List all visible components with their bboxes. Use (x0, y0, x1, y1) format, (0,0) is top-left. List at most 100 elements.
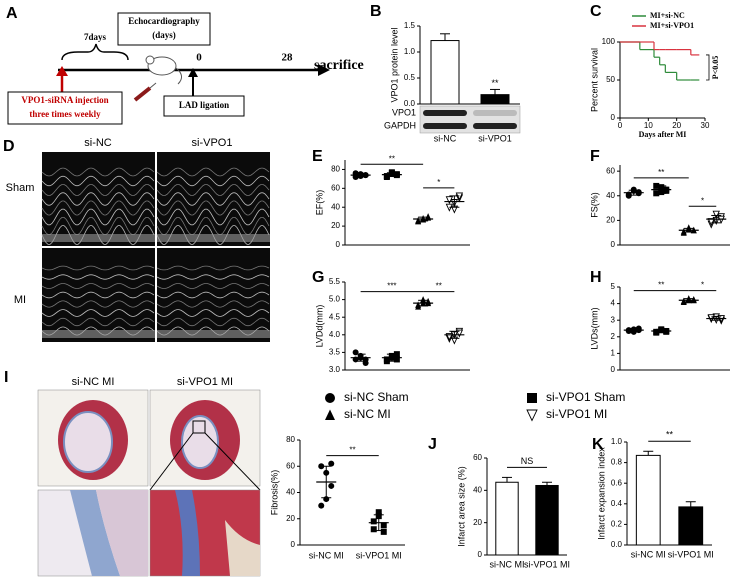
panel-label: H (590, 269, 602, 286)
significance: ** (658, 168, 664, 177)
bar (535, 484, 559, 556)
echo-trace (156, 208, 270, 226)
injection-box (7, 91, 123, 125)
y-tick-label: 0.8 (611, 458, 623, 467)
echo-trace (156, 265, 270, 271)
echo-trace (41, 300, 155, 308)
significance: ** (658, 281, 664, 290)
y-tick-label: 5.5 (329, 277, 341, 286)
heart-lumen (181, 415, 219, 469)
panel-label: E (312, 148, 323, 165)
significance: *** (387, 282, 396, 291)
y-tick-label: 1.0 (611, 437, 623, 446)
echo-trace (156, 184, 270, 196)
dot (420, 296, 427, 303)
panel-label: K (592, 436, 604, 453)
y-tick-label: 60 (606, 166, 615, 175)
brace (61, 43, 129, 61)
dot (370, 526, 377, 533)
significance: * (701, 196, 704, 205)
echo-trace (156, 175, 270, 187)
dot (370, 518, 377, 525)
echo-row-label: Sham (6, 182, 35, 194)
panel-label: D (3, 138, 15, 155)
y-tick-label: 3.5 (329, 348, 341, 357)
y-tick-label: 60 (286, 461, 295, 470)
significance: NS (521, 456, 534, 466)
y-tick-label: 0.0 (404, 99, 416, 108)
dot (630, 186, 637, 193)
panel-label: F (590, 148, 600, 165)
histology-column-label: si-VPO1 MI (177, 376, 233, 388)
echo-trace (156, 317, 270, 327)
echo-trace (41, 192, 155, 206)
heart-lumen (63, 411, 113, 473)
echo-trace (41, 274, 155, 280)
y-tick-label: 0 (611, 240, 616, 249)
needle (149, 82, 157, 89)
echo-trace (41, 184, 155, 196)
echo-trace (156, 309, 270, 317)
y-tick-label: 0 (611, 113, 616, 122)
echo-image (42, 152, 155, 246)
blot-band (473, 110, 517, 116)
echo-trace (156, 274, 270, 280)
y-tick-label: 0.0 (611, 540, 623, 549)
dot (625, 192, 632, 199)
echo-box-label: Echocardiography (128, 16, 200, 26)
y-tick-label: 20 (606, 215, 615, 224)
x-tick-label: si-NC MI (490, 559, 525, 569)
significance: ** (349, 446, 355, 455)
x-axis-label: Days after MI (639, 130, 687, 139)
tissue-band (225, 520, 260, 576)
x-tick-label: 10 (644, 121, 653, 130)
y-axis-label: Percent survival (589, 48, 599, 112)
surgery-box (163, 95, 245, 117)
dot (393, 356, 400, 363)
significance: ** (389, 154, 395, 163)
dot (375, 509, 382, 516)
dot (328, 460, 335, 467)
y-tick-label: 0.4 (611, 499, 623, 508)
y-axis-label: Fibrosis(%) (269, 470, 279, 516)
mouse-ear (145, 55, 155, 65)
x-tick-label: si-VPO1 MI (524, 559, 570, 569)
fibrosis-band (175, 490, 200, 576)
significance: ** (666, 430, 674, 440)
blot-band (423, 110, 467, 116)
y-tick-label: 2 (611, 332, 616, 341)
p-value: P<0.05 (711, 56, 720, 79)
dot (685, 224, 692, 231)
y-tick-label: 0 (291, 540, 296, 549)
y-tick-label: 3 (611, 315, 616, 324)
legend-label: MI+si-VPO1 (650, 21, 694, 30)
legend-label: si-VPO1 Sham (546, 390, 625, 404)
y-tick-label: 0 (611, 365, 616, 374)
panel-label: C (590, 3, 602, 20)
y-tick-label: 0.5 (404, 73, 416, 82)
zoom-line (204, 432, 261, 491)
echo-box (117, 12, 211, 46)
panel-label: G (312, 269, 324, 286)
echo-trace (41, 208, 155, 226)
y-tick-label: 0 (478, 550, 483, 559)
y-axis-label: FS(%) (589, 192, 599, 218)
y-tick-label: 80 (331, 165, 340, 174)
echo-box-label: (days) (152, 30, 176, 40)
x-tick-label: si-NC MI (631, 549, 666, 559)
echo-trace (156, 167, 270, 177)
legend-label: MI+si-NC (650, 11, 685, 20)
x-tick-label: 0 (618, 121, 623, 130)
y-tick-label: 3.0 (329, 365, 341, 374)
blot-row-label: VPO1 (392, 107, 416, 117)
echo-trace (41, 217, 155, 235)
echo-trace (156, 300, 270, 308)
y-tick-label: 0.2 (611, 520, 623, 529)
echo-row-label: MI (14, 294, 26, 306)
panel-label: B (370, 3, 382, 20)
x-tick-label: si-VPO1 MI (356, 550, 402, 560)
y-tick-label: 40 (473, 485, 482, 494)
syringe (133, 86, 152, 102)
y-tick-label: 20 (331, 221, 340, 230)
